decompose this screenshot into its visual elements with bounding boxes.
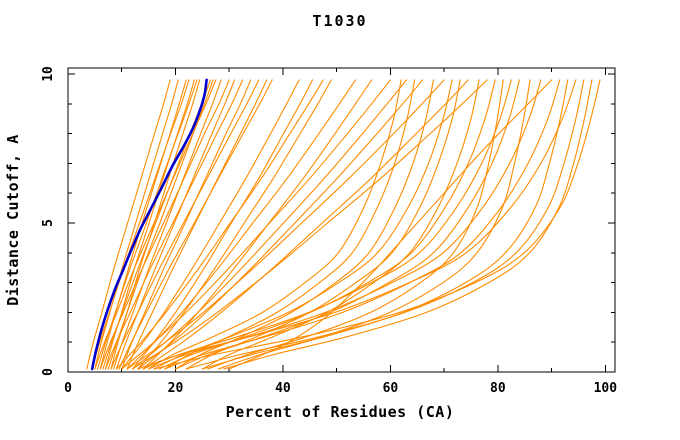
model-curve [131, 79, 488, 370]
model-curve [142, 79, 512, 370]
best-model-curve [90, 78, 208, 371]
model-curve [115, 79, 236, 370]
model-curve [86, 79, 171, 370]
model-curve [137, 79, 332, 370]
model-curve [99, 79, 230, 370]
model-curve [174, 79, 434, 370]
model-curve [94, 79, 179, 370]
model-curve [137, 79, 577, 370]
model-curve [223, 79, 593, 370]
model-curve [174, 79, 520, 370]
model-curve [137, 79, 424, 370]
model-curve [131, 79, 408, 370]
y-tick-label: 0 [41, 368, 56, 376]
model-curve [113, 79, 222, 370]
model-curve [121, 79, 391, 370]
model-curve [91, 79, 190, 370]
model-curve [126, 79, 268, 370]
model-curve [121, 79, 300, 370]
model-curve [115, 79, 324, 370]
model-curve [148, 79, 402, 370]
x-axis-label: Percent of Residues (CA) [225, 403, 455, 421]
x-tick-label: 100 [594, 381, 618, 396]
x-tick-label: 60 [383, 381, 399, 396]
y-axis-label: Distance Cutoff, A [4, 134, 22, 306]
model-curve [185, 79, 461, 370]
model-curve [105, 79, 195, 370]
x-tick-label: 40 [275, 381, 291, 396]
x-tick-label: 20 [168, 381, 184, 396]
chart-title: T1030 [312, 12, 368, 30]
model-curve [164, 79, 561, 370]
tick-labels: 0 20 40 60 80 100 0 5 10 [41, 66, 617, 396]
model-curve [185, 79, 585, 370]
model-curve [118, 79, 273, 370]
model-curve [201, 79, 569, 370]
x-tick-label: 80 [490, 381, 506, 396]
plot-frame [67, 67, 616, 373]
model-curve [105, 79, 244, 370]
model-curve [142, 79, 469, 370]
model-curve [131, 79, 314, 370]
model-curve [110, 79, 260, 370]
model-curve [201, 79, 480, 370]
model-curve [153, 79, 601, 370]
model-curve [94, 79, 217, 370]
x-tick-label: 0 [64, 381, 72, 396]
model-curve [126, 79, 445, 370]
model-curves [86, 79, 601, 370]
model-curve [148, 79, 542, 370]
y-tick-label: 5 [41, 219, 56, 227]
axes [67, 67, 616, 373]
model-curve [228, 79, 553, 370]
y-tick-label: 10 [41, 66, 56, 82]
